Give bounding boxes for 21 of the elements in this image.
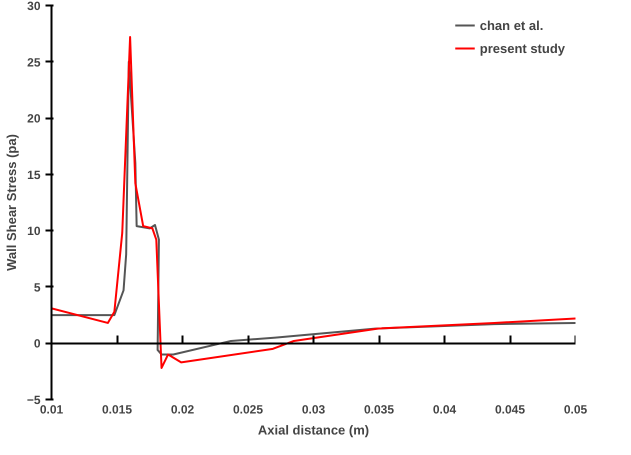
y-tick-label: 5 [34, 280, 41, 294]
x-axis-title: Axial distance (m) [258, 422, 370, 438]
legend-label: present study [480, 40, 565, 56]
y-tick-label: 25 [27, 55, 41, 70]
y-tick-label: 0 [34, 336, 41, 351]
x-tick-label: 0.025 [232, 402, 264, 416]
x-tick-label: 0.045 [494, 402, 526, 416]
x-tick-label: 0.02 [170, 402, 195, 416]
y-axis-title: Wall Shear Stress (pa) [4, 134, 19, 271]
x-tick-label: 0.03 [302, 402, 326, 416]
x-tick-label: 0.04 [432, 402, 457, 416]
x-tick-label: 0.05 [564, 402, 588, 416]
legend-label: chan et al. [480, 18, 544, 32]
x-tick-label: 0.015 [102, 402, 132, 416]
y-tick-label: 15 [27, 168, 41, 182]
x-tick-label: 0.035 [364, 402, 394, 416]
y-tick-label: 10 [27, 224, 41, 238]
x-tick-label: 0.01 [40, 402, 64, 416]
y-tick-label: −5 [26, 393, 41, 407]
y-tick-label: 30 [27, 0, 41, 13]
y-tick-label: 20 [27, 112, 41, 126]
